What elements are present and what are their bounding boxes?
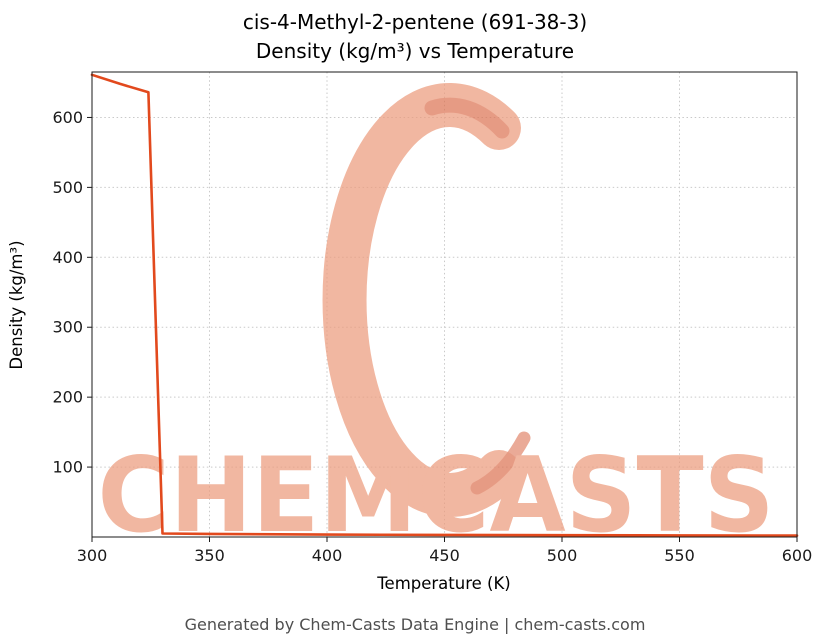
y-tick-label: 100	[52, 458, 83, 477]
x-tick-label: 350	[194, 546, 225, 565]
y-tick-label: 600	[52, 108, 83, 127]
density-line	[90, 73, 799, 537]
x-tick-label: 600	[782, 546, 813, 565]
y-axis-label: Density (kg/m³)	[7, 240, 26, 369]
y-tick-label: 400	[52, 248, 83, 267]
chart-title: cis-4-Methyl-2-pentene (691-38-3) Densit…	[0, 8, 830, 66]
watermark: CHEMCASTS	[98, 83, 775, 556]
x-tick-label: 450	[429, 546, 460, 565]
axes: 300 350 400 450 500 550 600 100 200 300 400 500 600	[52, 71, 813, 565]
x-tick-label: 400	[312, 546, 343, 565]
chart-title-line1: cis-4-Methyl-2-pentene (691-38-3)	[242, 10, 588, 34]
y-tick-label: 200	[52, 388, 83, 407]
watermark-text: CHEMCASTS	[98, 436, 775, 556]
c-swirl-accent-right-icon	[470, 431, 531, 495]
c-swirl-accent-top-icon	[424, 97, 510, 139]
y-tick-label: 300	[52, 318, 83, 337]
y-tick-label: 500	[52, 178, 83, 197]
x-axis-label: Temperature (K)	[376, 574, 510, 593]
x-tick-label: 550	[664, 546, 695, 565]
x-tick-label: 500	[547, 546, 578, 565]
grid-lines	[91, 72, 798, 537]
chart-title-line2: Density (kg/m³) vs Temperature	[255, 39, 575, 63]
data-series	[90, 73, 799, 537]
x-tick-label: 300	[77, 546, 108, 565]
footer-text: Generated by Chem-Casts Data Engine | ch…	[184, 615, 646, 634]
